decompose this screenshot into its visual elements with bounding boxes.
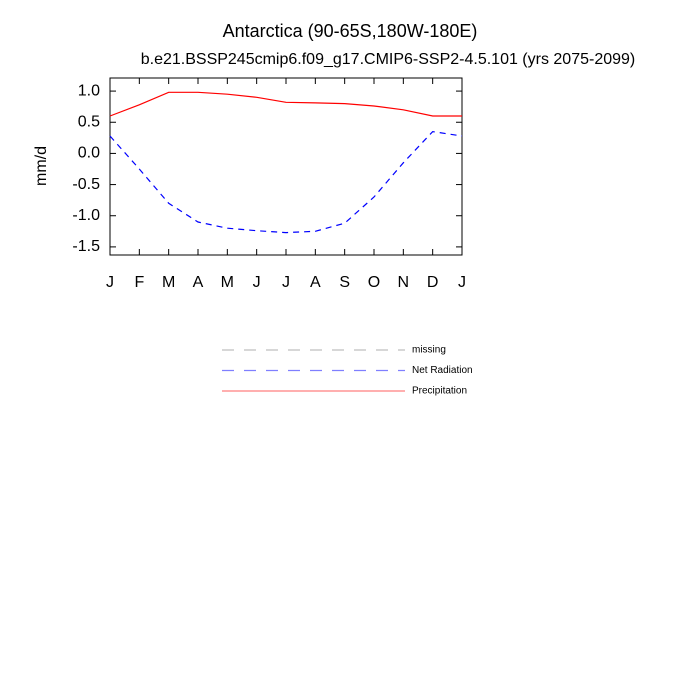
y-tick-label: -0.5 (72, 176, 100, 193)
y-tick-label: -1.5 (72, 238, 100, 255)
y-tick-label: -1.0 (72, 207, 100, 224)
legend-label: Net Radiation (412, 365, 473, 376)
x-tick-label: M (162, 274, 175, 291)
x-tick-label: F (134, 274, 144, 291)
y-tick-label: 0.0 (78, 145, 100, 162)
x-tick-label: N (398, 274, 410, 291)
y-tick-label: 1.0 (78, 82, 100, 99)
x-tick-label: J (282, 274, 290, 291)
series-line (109, 91, 462, 117)
x-tick-label: J (106, 274, 114, 291)
y-axis-label: mm/d (33, 146, 50, 186)
x-tick-label: J (458, 274, 466, 291)
x-tick-label: J (253, 274, 261, 291)
chart-title: Antarctica (90-65S,180W-180E) (223, 21, 478, 41)
legend-label: Precipitation (412, 386, 467, 397)
y-tick-label: 0.5 (78, 113, 100, 130)
x-tick-label: A (193, 274, 204, 291)
series-line (109, 130, 463, 234)
x-tick-label: M (221, 274, 234, 291)
plot-frame (109, 77, 463, 256)
x-tick-label: D (427, 274, 439, 291)
x-tick-label: S (339, 274, 350, 291)
legend-label: missing (412, 345, 446, 356)
x-tick-label: O (368, 274, 380, 291)
chart-subtitle: b.e21.BSSP245cmip6.f09_g17.CMIP6-SSP2-4.… (141, 51, 636, 68)
x-tick-label: A (310, 274, 321, 291)
